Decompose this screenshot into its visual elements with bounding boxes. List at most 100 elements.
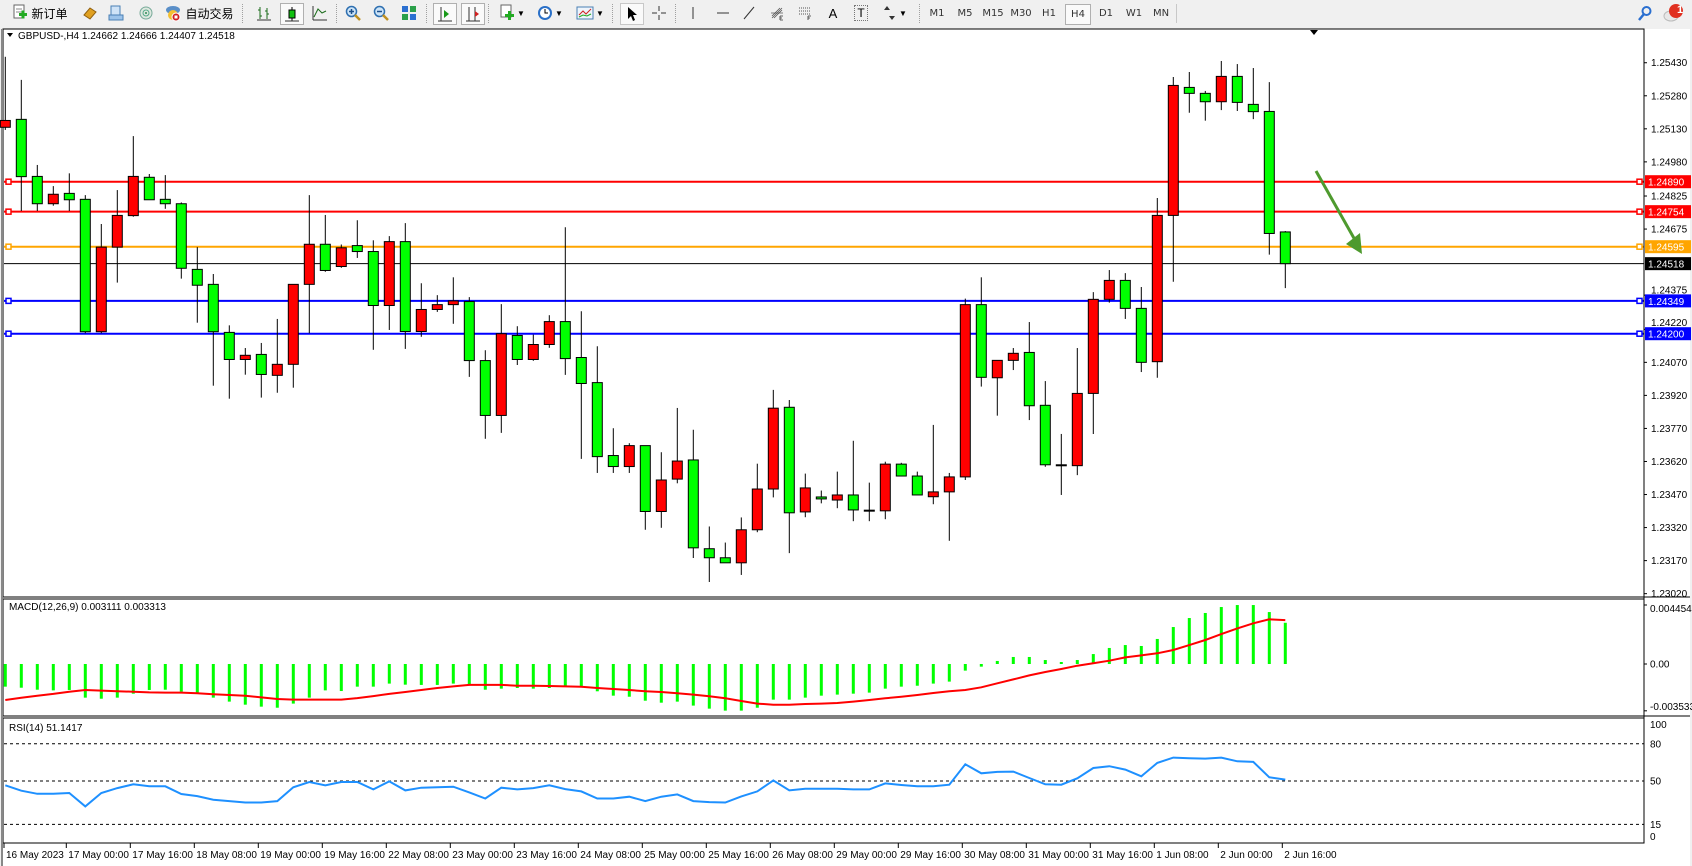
bar-chart-button[interactable] bbox=[255, 3, 273, 23]
horizontal-line-icon bbox=[717, 12, 729, 14]
autoscroll-button[interactable] bbox=[461, 3, 485, 25]
arrows-button[interactable]: ▼ bbox=[880, 3, 910, 23]
bull-candle-body bbox=[447, 300, 459, 306]
timeframe-h4[interactable]: H4 bbox=[1065, 4, 1091, 25]
bear-candle-body bbox=[367, 251, 379, 307]
new-chart-button[interactable]: ▼ bbox=[497, 3, 527, 23]
candle bbox=[783, 400, 795, 554]
candle bbox=[175, 202, 187, 279]
text-label-button[interactable]: T bbox=[852, 3, 870, 23]
bull-candle-body bbox=[831, 494, 843, 501]
data-window-button[interactable] bbox=[107, 3, 125, 23]
bull-candle-body bbox=[735, 529, 747, 564]
autotrading-label: 自动交易 bbox=[185, 6, 234, 21]
vertical-line-button[interactable] bbox=[684, 3, 702, 23]
zoom-out-icon bbox=[373, 5, 389, 21]
bull-candle-body bbox=[623, 445, 635, 468]
macd-histogram-bar bbox=[1155, 638, 1159, 664]
bear-candle-body bbox=[31, 175, 43, 205]
arrow-down-icon[interactable] bbox=[1346, 233, 1362, 254]
macd-histogram-bar bbox=[195, 664, 199, 693]
macd-histogram-bar bbox=[1123, 645, 1127, 664]
price-tick-label: 1.25430 bbox=[1651, 58, 1688, 69]
candle bbox=[1087, 292, 1099, 434]
templates-button[interactable]: ▼ bbox=[574, 3, 606, 23]
autoscroll-icon bbox=[466, 7, 480, 22]
navigator-button[interactable] bbox=[137, 3, 155, 23]
macd-histogram-bar bbox=[115, 664, 119, 698]
candle bbox=[543, 315, 555, 348]
bear-candle-body bbox=[159, 198, 171, 205]
level-handle-left bbox=[5, 330, 12, 337]
fibonacci-button[interactable] bbox=[768, 3, 786, 23]
horizontal-line-button[interactable] bbox=[714, 3, 732, 23]
chart-shift-marker-icon[interactable] bbox=[1310, 30, 1318, 35]
chart-shift-button[interactable] bbox=[433, 3, 457, 25]
gann-button[interactable] bbox=[796, 3, 814, 23]
macd-histogram-bar bbox=[963, 664, 967, 671]
text-tool-button[interactable]: A bbox=[824, 3, 842, 23]
autotrading-button[interactable]: 自动交易 bbox=[163, 3, 235, 23]
toolbar: 新订单 自动交易 ▼ ▼ ▼ A T ▼ M1 M5 M15 M30 H1 H4… bbox=[0, 0, 1692, 28]
macd-histogram-bar bbox=[915, 664, 919, 686]
market-watch-button[interactable] bbox=[81, 3, 99, 23]
candle bbox=[447, 277, 459, 324]
level-price-label-box bbox=[1645, 175, 1691, 189]
bull-candle-body bbox=[655, 479, 667, 512]
bear-candle-body bbox=[319, 243, 331, 271]
timeframe-mn[interactable]: MN bbox=[1152, 8, 1170, 19]
new-chart-icon bbox=[500, 4, 515, 20]
symbol-menu-triangle-icon[interactable] bbox=[7, 33, 13, 37]
crosshair-button[interactable] bbox=[650, 3, 668, 23]
timeframe-d1[interactable]: D1 bbox=[1098, 8, 1114, 19]
cursor-button[interactable] bbox=[620, 3, 644, 25]
chart-window[interactable]: 1.25430 1.25280 1.25130 1.24980 1.24825 1.246… bbox=[0, 27, 1692, 866]
line-chart-button[interactable] bbox=[311, 3, 329, 23]
time-tick-label: 31 May 00:00 bbox=[1028, 850, 1089, 861]
bear-candle-body bbox=[1199, 92, 1211, 103]
trendline-button[interactable] bbox=[740, 3, 758, 23]
candle bbox=[1007, 348, 1019, 371]
candle bbox=[1279, 231, 1291, 289]
timeframe-w1[interactable]: W1 bbox=[1125, 8, 1143, 19]
cursor-icon bbox=[628, 7, 637, 21]
new-order-button[interactable]: 新订单 bbox=[8, 3, 72, 23]
zoom-in-button[interactable] bbox=[344, 3, 362, 23]
bull-candle-body bbox=[335, 247, 347, 268]
candle bbox=[671, 407, 683, 484]
bear-candle-body bbox=[1263, 110, 1275, 234]
tile-windows-button[interactable] bbox=[400, 3, 418, 23]
bull-candle-body bbox=[671, 460, 683, 480]
candle bbox=[895, 462, 907, 477]
timeframe-m30[interactable]: M30 bbox=[1010, 8, 1032, 19]
candle bbox=[927, 424, 939, 505]
timeframe-m1[interactable]: M1 bbox=[929, 8, 945, 19]
macd-histogram-bar bbox=[227, 664, 231, 702]
bear-candle-body bbox=[463, 301, 475, 362]
templates-icon bbox=[576, 6, 594, 20]
candle bbox=[847, 440, 859, 522]
timeframe-m5[interactable]: M5 bbox=[957, 8, 973, 19]
macd-histogram-bar bbox=[851, 664, 855, 694]
macd-histogram-bar bbox=[931, 664, 935, 684]
candle bbox=[191, 247, 203, 323]
trend-arrow[interactable] bbox=[1314, 170, 1362, 254]
macd-histogram-bar bbox=[867, 664, 871, 693]
price-tick-label: 1.25130 bbox=[1651, 124, 1688, 135]
bear-candle-body bbox=[223, 331, 235, 360]
chevron-down-icon: ▼ bbox=[517, 8, 525, 18]
bull-candle-body bbox=[1151, 214, 1163, 363]
candle bbox=[1231, 64, 1243, 111]
periods-button[interactable]: ▼ bbox=[535, 3, 565, 23]
macd-label: MACD(12,26,9) 0.003111 0.003313 bbox=[9, 602, 166, 613]
search-button[interactable] bbox=[1636, 3, 1654, 23]
arrow-shaft[interactable] bbox=[1314, 170, 1357, 241]
zoom-out-button[interactable] bbox=[372, 3, 390, 23]
timeframe-m15[interactable]: M15 bbox=[982, 8, 1004, 19]
candlestick-button[interactable] bbox=[280, 3, 304, 25]
timeframe-h1[interactable]: H1 bbox=[1042, 8, 1056, 19]
macd-histogram-bar bbox=[275, 664, 279, 708]
macd-histogram-bar bbox=[1043, 660, 1047, 664]
rsi-tick-label: 100 bbox=[1650, 720, 1667, 731]
notification-button[interactable]: 1 bbox=[1662, 3, 1686, 23]
